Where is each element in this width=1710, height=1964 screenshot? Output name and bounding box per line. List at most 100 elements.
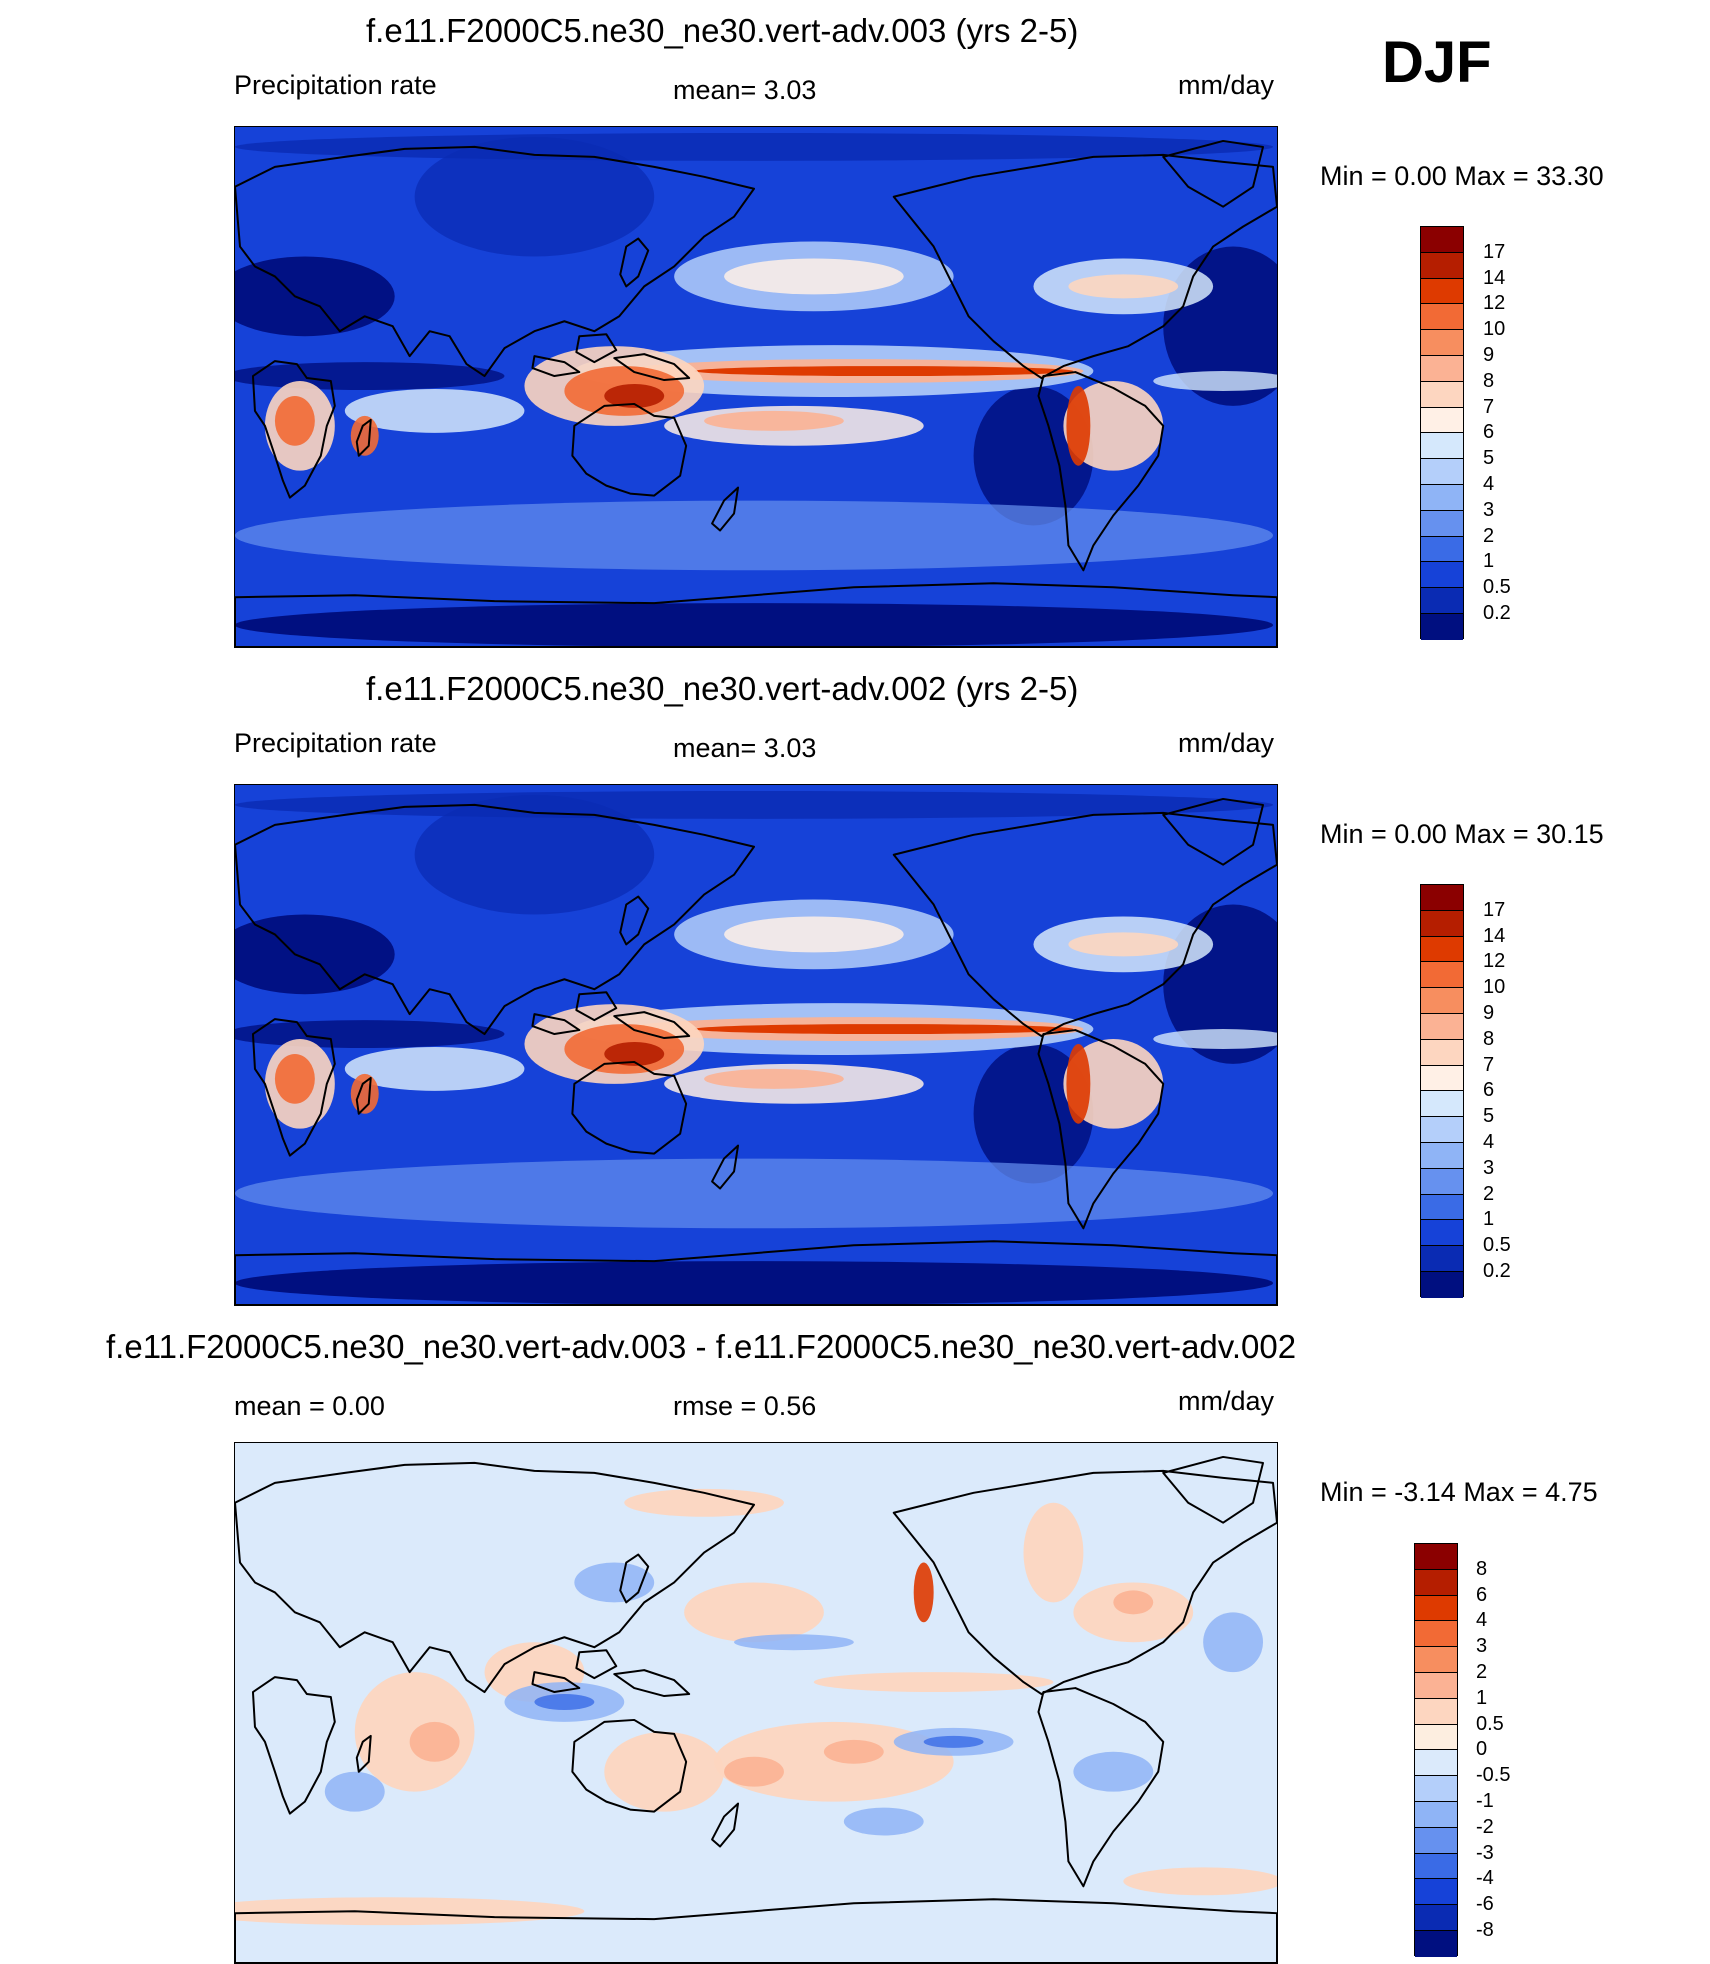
colorbar-cell: [1415, 1544, 1457, 1570]
colorbar-cell: [1421, 510, 1463, 537]
coastline: [235, 803, 756, 1036]
spcz: [704, 1068, 844, 1089]
colorbar-cell: [1415, 1569, 1457, 1596]
mean-label: mean= 3.03: [673, 75, 817, 105]
colorbar-cell: [1421, 355, 1463, 382]
panel-title: f.e11.F2000C5.ne30_ne30.vert-adv.003 - f…: [106, 1328, 1297, 1365]
colorbar-tick-label: 5: [1483, 447, 1495, 470]
colorbar-tick-label: 17: [1483, 240, 1506, 263]
colorbar-tick-label: 8: [1476, 1557, 1488, 1580]
dry-zone: [235, 603, 1274, 647]
storm-track: [1068, 274, 1179, 299]
convection: [1063, 1039, 1164, 1129]
coastline: [1037, 371, 1165, 572]
mean-label: mean = 0.00: [234, 1391, 385, 1421]
colorbar-tick-label: 3: [1483, 1156, 1495, 1179]
coastline: [355, 418, 372, 457]
coastline: [251, 1676, 336, 1815]
negative-anomaly: [734, 1634, 854, 1651]
positive-anomaly: [813, 1672, 1054, 1693]
colorbar-cell: [1421, 381, 1463, 408]
colorbar-tick-label: 4: [1483, 473, 1495, 495]
coastline: [235, 1461, 756, 1694]
colorbar-tick-label: 6: [1476, 1583, 1488, 1606]
colorbar-cell: [1421, 536, 1463, 563]
coastline: [235, 1898, 1277, 1963]
colorbar-tick-label: 0.5: [1483, 576, 1511, 599]
colorbar: [1420, 226, 1464, 640]
coastline: [619, 237, 650, 288]
units-label: mm/day: [1178, 728, 1275, 758]
colorbar-tick-label: 9: [1483, 344, 1495, 366]
colorbar-cell: [1421, 1142, 1463, 1169]
colorbar-tick-label: 0: [1476, 1738, 1488, 1761]
coastline: [355, 1076, 372, 1115]
spcz: [704, 410, 844, 431]
coastline: [235, 145, 756, 378]
min-max-label: Min = -3.14 Max = 4.75: [1320, 1477, 1598, 1507]
colorbar-cell: [1421, 459, 1463, 485]
season-label: DJF: [1382, 30, 1492, 95]
colorbar-tick-label: 7: [1483, 395, 1495, 418]
colorbar-cell: [1421, 304, 1463, 331]
convection: [604, 1042, 665, 1066]
colorbar-tick-label: 6: [1483, 1079, 1495, 1102]
coastline: [571, 1718, 688, 1813]
colorbar-tick-label: 3: [1476, 1635, 1488, 1658]
colorbar-cell: [1421, 1013, 1463, 1040]
colorbar-tick-label: 17: [1483, 898, 1506, 921]
units-label: mm/day: [1178, 70, 1275, 100]
colorbar-tick-label: -0.5: [1476, 1764, 1511, 1787]
colorbar-cell: [1421, 1117, 1463, 1143]
colorbar-tick-label: 4: [1483, 1131, 1495, 1153]
colorbar-tick-label: -6: [1476, 1893, 1494, 1916]
coastline: [575, 1649, 618, 1680]
colorbar-cell: [1421, 988, 1463, 1014]
colorbar-tick-label: 8: [1483, 369, 1495, 392]
coastline: [251, 1018, 336, 1157]
colorbar-tick-label: 2: [1483, 524, 1495, 547]
convection: [604, 384, 665, 408]
coastline: [251, 360, 336, 499]
colorbar-tick-label: 10: [1483, 976, 1506, 999]
colorbar-tick-label: 5: [1483, 1105, 1495, 1128]
coastline: [571, 402, 688, 497]
dry-zone: [235, 1261, 1274, 1305]
coastline: [613, 1669, 691, 1698]
colorbar-cell: [1415, 1776, 1457, 1802]
colorbar-tick-label: 14: [1483, 266, 1506, 289]
colorbar-tick-label: 2: [1476, 1661, 1488, 1683]
variable-label: Precipitation rate: [234, 728, 437, 758]
coastline: [1162, 139, 1265, 208]
precip-map: [234, 126, 1278, 648]
colorbar-cell: [1421, 1271, 1463, 1298]
colorbar-tick-label: 0.2: [1483, 1260, 1511, 1282]
colorbar-tick-label: 1: [1483, 1208, 1495, 1231]
colorbar-tick-label: 2: [1483, 1182, 1495, 1205]
colorbar-tick-label: 12: [1483, 292, 1506, 315]
positive-anomaly: [684, 1582, 824, 1643]
precip-map: [234, 784, 1278, 1306]
colorbar-tick-label: -3: [1476, 1841, 1494, 1864]
storm-track: [235, 500, 1274, 571]
coastline: [613, 1011, 691, 1040]
colorbar-tick-label: -4: [1476, 1867, 1494, 1890]
convection: [344, 388, 525, 433]
colorbar-tick-label: 4: [1476, 1609, 1488, 1632]
coastline: [711, 486, 740, 532]
colorbar-cell: [1421, 1246, 1463, 1272]
rmse-label: rmse = 0.56: [673, 1391, 817, 1421]
colorbar-cell: [1415, 1724, 1457, 1751]
variable-label: Precipitation rate: [234, 70, 437, 100]
colorbar-cell: [1415, 1801, 1457, 1828]
coastline: [1162, 797, 1265, 866]
colorbar-tick-label: 14: [1483, 924, 1506, 947]
dry-zone: [414, 794, 655, 915]
positive-anomaly: [724, 1756, 784, 1787]
colorbar-tick-label: 0.5: [1476, 1712, 1504, 1735]
negative-anomaly: [1203, 1612, 1264, 1673]
dry-zone: [235, 362, 505, 390]
colorbar-cell: [1421, 1065, 1463, 1092]
itcz: [694, 366, 1074, 377]
colorbar-cell: [1415, 1853, 1457, 1880]
